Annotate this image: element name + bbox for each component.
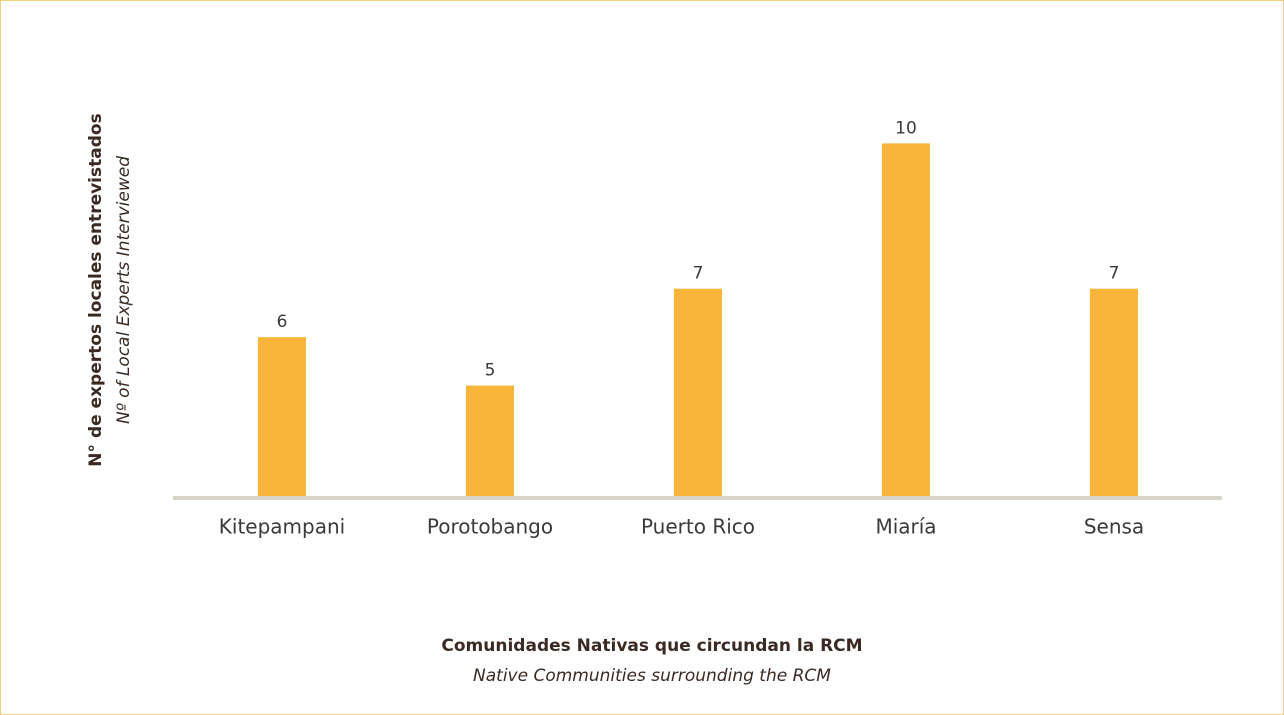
bar [882,143,930,497]
x-tick-label: Miaría [875,515,936,539]
y-axis-subtitle: Nº of Local Experts Interviewed [114,156,134,424]
value-label: 7 [1109,264,1120,284]
x-tick-label: Porotobango [427,515,553,539]
x-axis-title: Comunidades Nativas que circundan la RCM [441,636,862,656]
value-label: 7 [693,264,704,284]
x-axis-subtitle: Native Communities surrounding the RCM [473,666,831,686]
x-tick-label: Sensa [1084,515,1144,539]
y-axis-title: N° de expertos locales entrevistados [86,113,106,466]
bar [466,385,514,497]
x-tick-label: Puerto Rico [641,515,755,539]
value-label: 6 [277,312,288,332]
bar [674,288,722,497]
bar [258,337,306,497]
x-tick-label: Kitepampani [219,515,345,539]
bar [1090,288,1138,497]
value-label: 10 [895,118,917,138]
value-label: 5 [485,361,496,381]
